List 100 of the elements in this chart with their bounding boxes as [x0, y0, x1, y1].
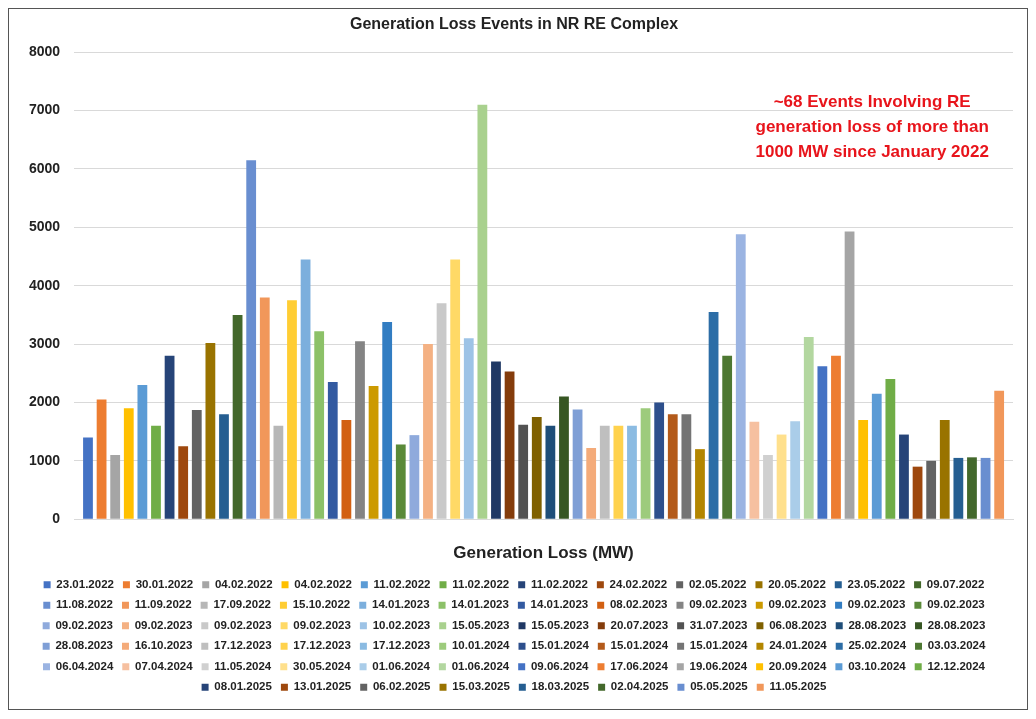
legend-label: 15.05.2023: [451, 618, 510, 631]
bar: [831, 355, 841, 519]
legend-label: 12.12.2024: [927, 659, 986, 672]
bar: [341, 419, 352, 519]
legend-label: 09.06.2024: [530, 659, 590, 672]
legend-label: 11.09.2022: [134, 598, 192, 611]
legend-label: 09.02.2023: [927, 598, 985, 611]
legend-label: 24.01.2024: [769, 639, 828, 652]
bar: [749, 421, 760, 519]
legend-label: 11.05.2025: [769, 680, 828, 693]
bar: [858, 419, 869, 519]
bar: [926, 460, 937, 519]
y-tick-label: 2000: [28, 393, 61, 410]
bar: [803, 337, 814, 519]
legend-label: 02.04.2025: [610, 680, 670, 693]
bar: [899, 434, 909, 519]
bar: [137, 384, 148, 519]
legend-label: 19.06.2024: [689, 659, 748, 672]
y-tick-label: 7000: [28, 101, 61, 118]
legend-label: 28.08.2023: [927, 618, 986, 631]
bar: [640, 408, 651, 519]
legend-label: 06.04.2024: [55, 659, 114, 672]
bar: [572, 409, 583, 519]
x-axis-title: Generation Loss (MW): [453, 543, 634, 563]
legend-label: 28.08.2023: [848, 618, 907, 631]
legend-label: 11.02.2022: [452, 577, 510, 590]
bar: [531, 417, 542, 519]
legend-label: 15.10.2022: [292, 598, 351, 611]
legend-label: 15.01.2024: [610, 639, 669, 652]
bar: [246, 160, 257, 519]
legend-label: 17.12.2023: [214, 639, 272, 652]
legend-label: 17.06.2024: [610, 659, 669, 672]
bar: [735, 234, 746, 519]
legend-label: 09.02.2023: [214, 618, 272, 631]
bar: [912, 466, 923, 519]
bar: [382, 321, 393, 519]
legend-label: 15.01.2024: [689, 639, 749, 652]
bar: [722, 355, 733, 519]
legend-label: 04.02.2022: [214, 577, 273, 590]
legend-label: 23.05.2022: [847, 577, 906, 590]
legend-label: 09.02.2023: [134, 618, 193, 631]
legend-label: 20.09.2024: [768, 659, 828, 672]
bar: [871, 393, 882, 519]
y-tick-label: 1000: [28, 451, 61, 468]
legend-label: 17.12.2023: [293, 639, 351, 652]
bar: [627, 425, 637, 519]
legend-label: 03.10.2024: [848, 659, 907, 672]
legend-label: 04.02.2022: [294, 577, 352, 590]
legend-label: 25.02.2024: [848, 639, 907, 652]
chart-title: Generation Loss Events in NR RE Complex: [349, 15, 679, 33]
bar: [287, 300, 297, 519]
bar: [123, 408, 134, 519]
legend-label: 10.02.2023: [372, 618, 431, 631]
bar: [164, 355, 175, 519]
bar: [708, 311, 719, 519]
legend-label: 08.02.2023: [609, 598, 668, 611]
legend-label: 30.05.2024: [293, 659, 352, 672]
legend-label: 17.09.2022: [213, 598, 271, 611]
legend-label: 06.08.2023: [769, 618, 827, 631]
bar: [545, 425, 556, 519]
bar: [259, 297, 270, 519]
bar: [667, 414, 678, 519]
legend-label: 11.08.2022: [56, 598, 113, 611]
bar: [695, 449, 705, 519]
legend-label: 15.05.2023: [531, 618, 589, 631]
legend-label: 11.02.2022: [373, 577, 431, 590]
bar: [450, 259, 461, 519]
y-tick-label: 0: [52, 510, 61, 527]
legend-label: 31.07.2023: [689, 618, 748, 631]
bar: [423, 344, 433, 519]
legend-label: 11.05.2024: [214, 659, 272, 672]
bar: [191, 410, 202, 519]
bar: [314, 331, 325, 519]
legend-label: 20.05.2022: [768, 577, 826, 590]
bar: [504, 371, 515, 519]
legend-label: 14.01.2023: [530, 598, 589, 611]
bar: [491, 361, 501, 519]
legend-label: 20.07.2023: [610, 618, 669, 631]
legend-label: 05.05.2025: [690, 680, 749, 693]
bar: [232, 314, 243, 519]
legend-label: 09.02.2023: [293, 618, 351, 631]
bar: [613, 425, 624, 519]
legend-label: 23.01.2022: [56, 577, 114, 590]
legend-label: 03.03.2024: [927, 639, 986, 652]
legend-label: 14.01.2023: [372, 598, 430, 611]
legend-label: 24.02.2022: [609, 577, 668, 590]
y-tick-label: 5000: [28, 218, 61, 235]
legend-label: 08.01.2025: [214, 680, 273, 693]
bar: [559, 396, 569, 519]
bar: [844, 231, 855, 519]
bar: [327, 382, 338, 519]
bar: [273, 425, 284, 519]
legend-label: 01.06.2024: [451, 659, 510, 672]
legend-label: 09.02.2023: [689, 598, 747, 611]
legend-label: 14.01.2023: [451, 598, 509, 611]
bar: [219, 414, 229, 519]
annotation: ~68 Events Involving RE generation loss of more than 1000 MW since January 2022: [755, 92, 989, 162]
legend-label: 10.01.2024: [451, 639, 511, 652]
legend-label: 09.02.2023: [847, 598, 906, 611]
bar: [110, 454, 121, 519]
